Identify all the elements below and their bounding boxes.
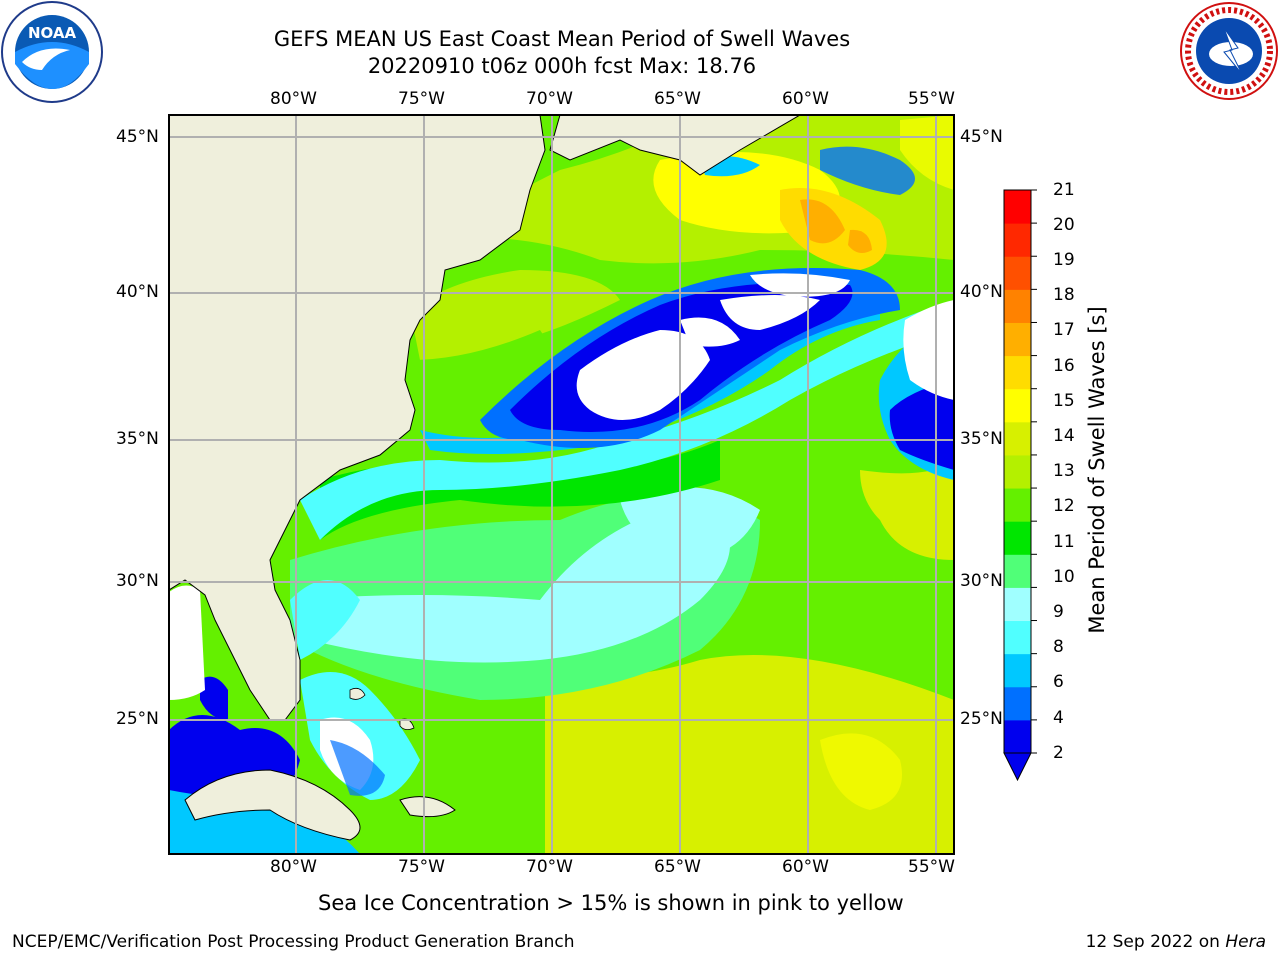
colorbar-tick: 16 <box>1053 356 1075 376</box>
colorbar-segment <box>1004 256 1031 290</box>
colorbar-tick: 19 <box>1053 250 1075 270</box>
colorbar-segment <box>1004 587 1031 622</box>
colorbar-tick: 14 <box>1053 426 1075 446</box>
lon-tick-bottom: 70°W <box>526 857 573 877</box>
lon-tick-top: 55°W <box>908 89 955 109</box>
colorbar-segment <box>1004 223 1031 257</box>
lat-tick-right: 35°N <box>960 429 1003 449</box>
noaa-logo-icon: NOAA <box>1 1 103 103</box>
colorbar-label: Mean Period of Swell Waves [s] <box>1085 306 1109 634</box>
colorbar-extend-arrow <box>1003 752 1032 782</box>
colorbar-segment <box>1004 322 1031 357</box>
colorbar-segment <box>1004 388 1031 423</box>
colorbar-tick: 9 <box>1053 602 1064 622</box>
colorbar-tick: 21 <box>1053 180 1075 200</box>
colorbar-segment <box>1004 488 1031 522</box>
svg-text:NOAA: NOAA <box>28 24 77 42</box>
colorbar-segment <box>1004 719 1031 754</box>
lat-tick-right: 30°N <box>960 571 1003 591</box>
colorbar-tick: 10 <box>1053 567 1075 587</box>
colorbar-segment <box>1004 521 1031 555</box>
footer-date: 12 Sep 2022 on Hera <box>1086 932 1266 952</box>
lat-tick-right: 45°N <box>960 127 1003 147</box>
lon-tick-bottom: 65°W <box>654 857 701 877</box>
lon-tick-top: 80°W <box>270 89 317 109</box>
lon-tick-top: 75°W <box>398 89 445 109</box>
colorbar-segment <box>1004 190 1031 224</box>
colorbar-tick: 6 <box>1053 672 1064 692</box>
lat-tick-left: 45°N <box>116 127 159 147</box>
nws-logo-icon <box>1180 2 1278 100</box>
colorbar-tick: 12 <box>1053 496 1075 516</box>
lon-tick-top: 60°W <box>782 89 829 109</box>
footer-date-text: 12 Sep 2022 on <box>1085 932 1220 952</box>
colorbar-tick: 20 <box>1053 215 1075 235</box>
lon-tick-bottom: 55°W <box>908 857 955 877</box>
colorbar-tick: 8 <box>1053 637 1064 657</box>
lon-tick-bottom: 60°W <box>782 857 829 877</box>
colorbar-tick: 17 <box>1053 320 1075 340</box>
colorbar-segment <box>1004 653 1031 688</box>
colorbar-segment <box>1004 289 1031 323</box>
colorbar-segment <box>1004 421 1031 456</box>
lon-tick-top: 70°W <box>526 89 573 109</box>
colorbar-segment <box>1004 620 1031 655</box>
lat-tick-left: 40°N <box>116 282 159 302</box>
colorbar-segment <box>1004 454 1031 489</box>
lon-tick-bottom: 75°W <box>398 857 445 877</box>
lat-tick-left: 30°N <box>116 571 159 591</box>
colorbar-tick: 15 <box>1053 391 1075 411</box>
lat-tick-left: 35°N <box>116 429 159 449</box>
lon-tick-bottom: 80°W <box>270 857 317 877</box>
footer-machine: Hera <box>1225 932 1266 952</box>
colorbar-segment <box>1004 554 1031 588</box>
colorbar <box>1003 189 1037 782</box>
colorbar-tick: 11 <box>1053 532 1075 552</box>
colorbar-segment <box>1004 686 1031 721</box>
footer-credit: NCEP/EMC/Verification Post Processing Pr… <box>12 932 575 952</box>
lat-tick-left: 25°N <box>116 709 159 729</box>
colorbar-tick: 18 <box>1053 285 1075 305</box>
lon-tick-top: 65°W <box>654 89 701 109</box>
chart-title: GEFS MEAN US East Coast Mean Period of S… <box>273 27 851 51</box>
colorbar-segment <box>1004 355 1031 390</box>
sea-ice-note: Sea Ice Concentration > 15% is shown in … <box>318 891 904 915</box>
chart-subtitle: 20220910 t06z 000h fcst Max: 18.76 <box>367 54 757 78</box>
colorbar-tick: 4 <box>1053 708 1064 728</box>
colorbar-border <box>1003 189 1032 754</box>
colorbar-tick: 13 <box>1053 461 1075 481</box>
lat-tick-right: 40°N <box>960 282 1003 302</box>
lat-tick-right: 25°N <box>960 709 1003 729</box>
colorbar-tick: 2 <box>1053 743 1064 763</box>
